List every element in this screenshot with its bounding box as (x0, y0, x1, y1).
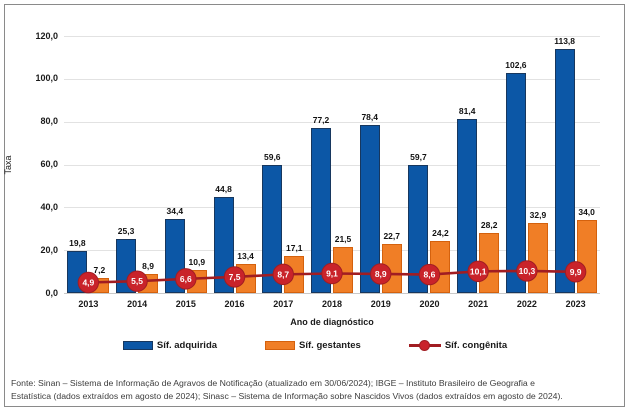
x-tick-label-2016: 2016 (224, 299, 245, 309)
gridline-80 (64, 121, 600, 123)
line-marker-2023 (564, 261, 587, 283)
legend-item-s-f-cong-nita: Síf. congênita (408, 340, 508, 351)
line-value-label: 9,9 (570, 267, 582, 277)
source-note-line2: Estatística (dados extraídos em agosto d… (11, 391, 563, 401)
x-tick-label-2020: 2020 (419, 299, 440, 309)
x-axis-title: Ano de diagnóstico (290, 317, 374, 327)
bar-adquirida-2019 (359, 125, 380, 293)
legend-swatch-icon (265, 341, 296, 350)
bar-value-label: 102,6 (505, 60, 527, 71)
line-value-label: 8,6 (424, 270, 436, 280)
line-value-label: 8,7 (277, 269, 289, 279)
y-tick-label: 40,0 (40, 201, 58, 212)
legend: Síf. adquirida Síf. gestantes Síf. congêni… (0, 340, 630, 351)
bar-value-label: 17,1 (285, 243, 303, 254)
bar-value-label: 19,8 (69, 237, 86, 248)
line-value-label: 9,1 (326, 269, 338, 279)
bar-adquirida-2017 (262, 165, 283, 293)
x-tick-label-2022: 2022 (516, 299, 537, 309)
bar-value-label: 78,4 (361, 112, 378, 123)
legend-label: Síf. gestantes (299, 340, 361, 351)
line-marker-2017 (272, 263, 294, 286)
line-marker-2016 (223, 266, 246, 288)
line-value-label: 10,1 (470, 266, 487, 276)
line-marker-2015 (175, 268, 197, 290)
legend-line-marker-icon (408, 340, 441, 351)
bar-adquirida-2021 (457, 118, 478, 293)
bar-value-label: 13,4 (237, 251, 254, 262)
legend-line-dot (418, 340, 430, 351)
line-marker-2019 (370, 263, 392, 285)
bar-adquirida-2022 (505, 73, 526, 293)
legend-item-s-f-adquirida: Síf. adquirida (122, 340, 218, 351)
line-marker-2014 (126, 270, 148, 292)
bar-value-label: 8,9 (142, 260, 154, 271)
y-tick-label: 80,0 (40, 116, 58, 127)
bar-value-label: 59,7 (410, 152, 427, 163)
bar-adquirida-2018 (311, 127, 331, 293)
y-tick-label: 20,0 (40, 244, 58, 255)
line-marker-2021 (467, 260, 489, 283)
legend-label: Síf. adquirida (156, 340, 218, 351)
gridline-20 (64, 250, 600, 252)
line-series-congenita: 4,9 5,5 6,6 7,5 8,7 9,1 8,9 8,6 10,1 10,3 9,9 (77, 260, 587, 294)
bar-value-label: 25,3 (117, 225, 135, 236)
plot-area: 19,8 7,2 25,3 8,9 34,4 10,9 44,8 13,4 59,6 17,1 77… (64, 36, 600, 294)
x-tick-label-2015: 2015 (175, 299, 196, 309)
bar-value-label: 34,0 (578, 207, 595, 218)
y-tick-label: 100,0 (35, 73, 58, 84)
gridline-0 (64, 293, 600, 294)
legend-item-s-f-gestantes: Síf. gestantes (265, 340, 361, 351)
legend-swatch-icon (122, 341, 153, 350)
x-tick-label-2013: 2013 (78, 299, 99, 309)
bar-value-label: 81,4 (458, 105, 476, 116)
line-value-label: 5,5 (131, 276, 143, 286)
gridline-60 (64, 164, 600, 166)
bar-value-label: 34,4 (166, 206, 184, 217)
bar-value-label: 113,8 (554, 36, 576, 47)
gridline-120 (64, 36, 600, 37)
bar-value-label: 7,2 (93, 264, 106, 275)
x-tick-label-2018: 2018 (321, 299, 343, 309)
line-value-label: 10,3 (519, 266, 536, 276)
line-value-label: 7,5 (229, 272, 241, 282)
x-tick-label-2023: 2023 (565, 299, 586, 309)
line-marker-2018 (321, 262, 343, 285)
gridline-40 (64, 207, 600, 209)
bar-adquirida-2020 (408, 165, 429, 293)
x-tick-label-2021: 2021 (468, 299, 489, 309)
y-tick-label: 120,0 (35, 30, 58, 41)
line-value-label: 4,9 (82, 278, 94, 288)
bar-value-label: 24,2 (432, 228, 449, 239)
line-marker-2013 (77, 271, 100, 294)
bar-value-label: 10,9 (188, 256, 206, 267)
bar-value-label: 44,8 (215, 184, 232, 195)
bar-value-label: 59,6 (263, 152, 281, 163)
gridline-100 (64, 78, 600, 80)
line-marker-2020 (418, 263, 441, 286)
x-tick-label-2014: 2014 (127, 299, 148, 309)
bar-value-label: 77,2 (312, 114, 330, 125)
legend-label: Síf. congênita (444, 340, 508, 351)
source-note-line1: Fonte: Sinan – Sistema de Informação de … (11, 378, 535, 388)
y-tick-label: 60,0 (40, 159, 58, 169)
line-marker-2022 (516, 260, 538, 282)
bar-value-label: 28,2 (480, 219, 498, 230)
bar-adquirida-2023 (554, 49, 575, 293)
x-tick-label-2017: 2017 (273, 299, 294, 309)
y-tick-label: 0,0 (45, 287, 58, 298)
x-tick-label-2019: 2019 (370, 299, 391, 309)
source-note: Fonte: Sinan – Sistema de Informação de … (11, 377, 619, 403)
line-value-label: 6,6 (180, 274, 192, 284)
bar-value-label: 22,7 (383, 231, 400, 242)
bar-value-label: 32,9 (529, 209, 547, 220)
bar-value-label: 21,5 (334, 233, 352, 244)
line-value-label: 8,9 (375, 269, 387, 279)
